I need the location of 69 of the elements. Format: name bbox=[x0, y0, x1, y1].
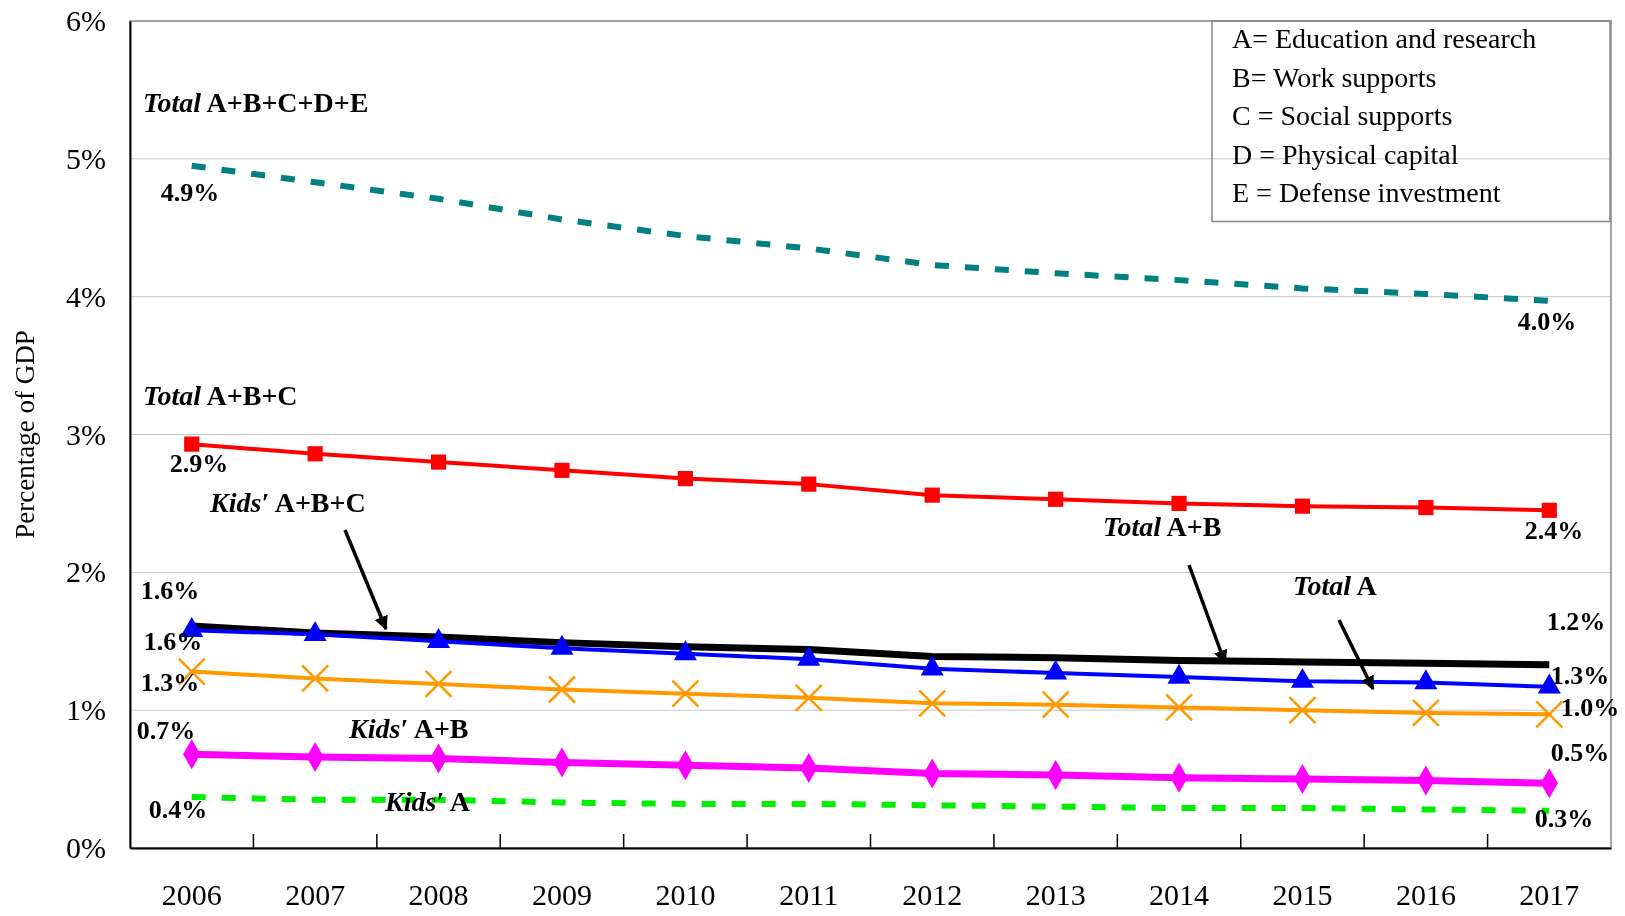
point bbox=[924, 487, 940, 503]
point bbox=[307, 446, 323, 462]
y-tick-label: 6% bbox=[66, 4, 106, 38]
x-tick-label: 2014 bbox=[1149, 878, 1210, 912]
y-tick-label: 3% bbox=[66, 417, 106, 451]
point bbox=[1041, 690, 1070, 719]
point bbox=[1541, 502, 1557, 518]
point bbox=[1048, 491, 1064, 507]
point bbox=[554, 462, 570, 478]
series-label: Kids′ A bbox=[384, 786, 471, 817]
point bbox=[424, 669, 453, 699]
series-label: Kids′ A+B bbox=[348, 713, 469, 744]
x-tick-label: 2011 bbox=[779, 878, 839, 912]
point bbox=[794, 683, 824, 713]
data-label: 0.3% bbox=[1534, 804, 1594, 833]
data-label: 0.7% bbox=[136, 716, 196, 745]
x-tick-label: 2009 bbox=[531, 878, 592, 912]
annotation: C = Social supports bbox=[1232, 100, 1453, 131]
series-label: Total A+B+C bbox=[143, 380, 298, 411]
point bbox=[917, 689, 947, 718]
y-tick-label: 0% bbox=[66, 831, 106, 865]
data-label: 0.5% bbox=[1550, 738, 1610, 767]
data-label: 1.2% bbox=[1546, 607, 1606, 636]
y-tick-label: 5% bbox=[66, 141, 106, 175]
point bbox=[801, 476, 817, 492]
x-tick-label: 2012 bbox=[902, 878, 963, 912]
data-label: 1.0% bbox=[1560, 693, 1620, 722]
x-tick-label: 2006 bbox=[161, 878, 222, 912]
data-label: 0.4% bbox=[148, 795, 208, 824]
y-axis-title: Percentage of GDP bbox=[10, 330, 40, 539]
point bbox=[184, 436, 200, 452]
y-tick-label: 4% bbox=[66, 279, 106, 313]
point bbox=[1294, 498, 1311, 514]
text: Total A+B+C+D+E bbox=[143, 87, 369, 118]
x-tick-label: 2013 bbox=[1025, 878, 1086, 912]
data-label: 1.6% bbox=[143, 627, 203, 656]
x-tick-label: 2010 bbox=[655, 878, 716, 912]
data-label: 1.3% bbox=[140, 668, 200, 697]
data-label: 2.4% bbox=[1524, 516, 1584, 545]
x-tick-label: 2007 bbox=[285, 878, 346, 912]
point bbox=[677, 471, 693, 487]
point bbox=[1411, 698, 1441, 728]
point bbox=[430, 454, 447, 470]
x-tick-label: 2016 bbox=[1395, 878, 1456, 912]
annotation: B= Work supports bbox=[1232, 61, 1437, 93]
annotation: E = Defense investment bbox=[1232, 177, 1501, 208]
point bbox=[1288, 695, 1317, 725]
data-label: 2.9% bbox=[169, 449, 229, 478]
annotation: A= Education and research bbox=[1232, 23, 1537, 54]
y-tick-label: 1% bbox=[66, 693, 106, 727]
point bbox=[1535, 700, 1564, 729]
text: Kids′ A+B+C bbox=[209, 487, 366, 518]
x-tick-label: 2017 bbox=[1519, 878, 1580, 912]
point bbox=[547, 675, 577, 704]
data-label: 1.6% bbox=[140, 576, 200, 605]
point bbox=[671, 679, 700, 708]
data-label: 4.9% bbox=[160, 178, 220, 207]
point bbox=[1164, 693, 1194, 722]
annotation: D = Physical capital bbox=[1232, 138, 1459, 170]
x-tick-label: 2008 bbox=[408, 878, 469, 912]
text: Total A+B bbox=[1103, 511, 1222, 542]
point bbox=[1171, 495, 1187, 511]
point bbox=[300, 664, 330, 693]
data-label: 4.0% bbox=[1517, 307, 1577, 336]
point bbox=[1418, 499, 1434, 516]
y-tick-label: 2% bbox=[66, 555, 106, 589]
data-label: 1.3% bbox=[1550, 661, 1610, 690]
x-tick-label: 2015 bbox=[1272, 878, 1333, 912]
text: Total A bbox=[1293, 570, 1378, 601]
